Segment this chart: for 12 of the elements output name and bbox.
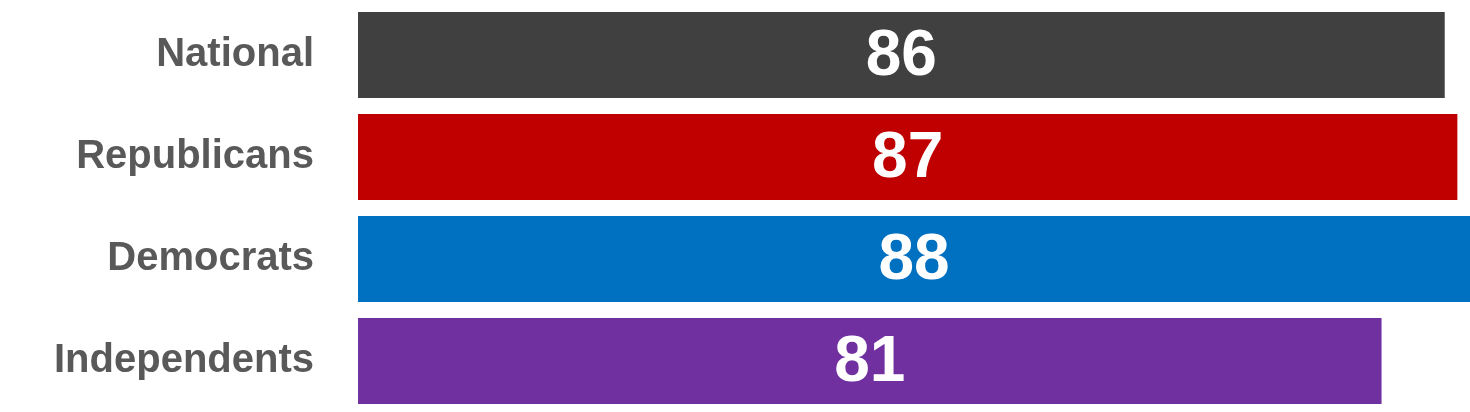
y-tick-label: National [156, 30, 315, 75]
data-label: 86 [865, 16, 937, 89]
bar [358, 215, 1470, 303]
bar [358, 317, 1382, 405]
data-label: 81 [834, 322, 906, 395]
bar [358, 113, 1458, 201]
y-tick-label: Independents [53, 336, 315, 381]
data-label: 88 [878, 220, 950, 293]
y-tick-label: Democrats [107, 234, 315, 279]
data-label: 87 [872, 118, 944, 191]
bar [358, 11, 1445, 99]
y-tick-label: Republicans [76, 132, 315, 177]
